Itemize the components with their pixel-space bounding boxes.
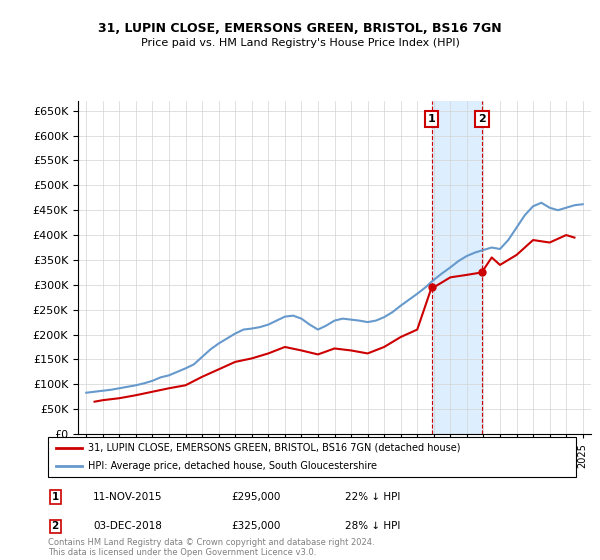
- Text: 22% ↓ HPI: 22% ↓ HPI: [345, 492, 400, 502]
- Text: £325,000: £325,000: [231, 521, 280, 531]
- Text: Price paid vs. HM Land Registry's House Price Index (HPI): Price paid vs. HM Land Registry's House …: [140, 38, 460, 48]
- FancyBboxPatch shape: [48, 437, 576, 477]
- Text: 31, LUPIN CLOSE, EMERSONS GREEN, BRISTOL, BS16 7GN: 31, LUPIN CLOSE, EMERSONS GREEN, BRISTOL…: [98, 22, 502, 35]
- Text: 1: 1: [52, 492, 59, 502]
- Text: £295,000: £295,000: [231, 492, 280, 502]
- Text: Contains HM Land Registry data © Crown copyright and database right 2024.
This d: Contains HM Land Registry data © Crown c…: [48, 538, 374, 557]
- Text: HPI: Average price, detached house, South Gloucestershire: HPI: Average price, detached house, Sout…: [88, 461, 377, 471]
- Text: 28% ↓ HPI: 28% ↓ HPI: [345, 521, 400, 531]
- Text: 2: 2: [478, 114, 486, 124]
- Text: 11-NOV-2015: 11-NOV-2015: [93, 492, 163, 502]
- Text: 1: 1: [428, 114, 436, 124]
- Bar: [431, 101, 482, 434]
- Text: 31, LUPIN CLOSE, EMERSONS GREEN, BRISTOL, BS16 7GN (detached house): 31, LUPIN CLOSE, EMERSONS GREEN, BRISTOL…: [88, 443, 460, 452]
- Text: 2: 2: [52, 521, 59, 531]
- Text: 03-DEC-2018: 03-DEC-2018: [93, 521, 162, 531]
